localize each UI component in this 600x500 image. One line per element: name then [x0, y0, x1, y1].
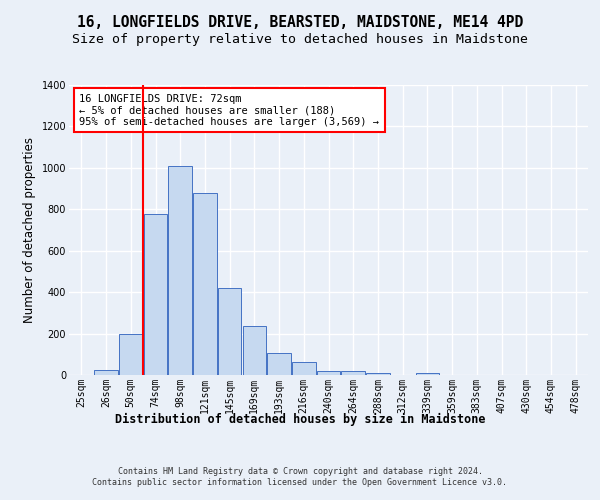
- Bar: [242, 326, 266, 375]
- Bar: [366, 373, 389, 375]
- Y-axis label: Number of detached properties: Number of detached properties: [23, 137, 36, 323]
- Bar: [218, 288, 241, 375]
- Bar: [317, 371, 340, 375]
- Text: Distribution of detached houses by size in Maidstone: Distribution of detached houses by size …: [115, 412, 485, 426]
- Bar: [416, 373, 439, 375]
- Bar: [268, 353, 291, 375]
- Text: 16 LONGFIELDS DRIVE: 72sqm
← 5% of detached houses are smaller (188)
95% of semi: 16 LONGFIELDS DRIVE: 72sqm ← 5% of detac…: [79, 94, 379, 127]
- Bar: [144, 214, 167, 375]
- Bar: [169, 166, 192, 375]
- Bar: [94, 370, 118, 375]
- Bar: [292, 362, 316, 375]
- Text: Contains HM Land Registry data © Crown copyright and database right 2024.
Contai: Contains HM Land Registry data © Crown c…: [92, 468, 508, 487]
- Bar: [119, 334, 143, 375]
- Bar: [193, 192, 217, 375]
- Text: Size of property relative to detached houses in Maidstone: Size of property relative to detached ho…: [72, 32, 528, 46]
- Text: 16, LONGFIELDS DRIVE, BEARSTED, MAIDSTONE, ME14 4PD: 16, LONGFIELDS DRIVE, BEARSTED, MAIDSTON…: [77, 15, 523, 30]
- Bar: [341, 371, 365, 375]
